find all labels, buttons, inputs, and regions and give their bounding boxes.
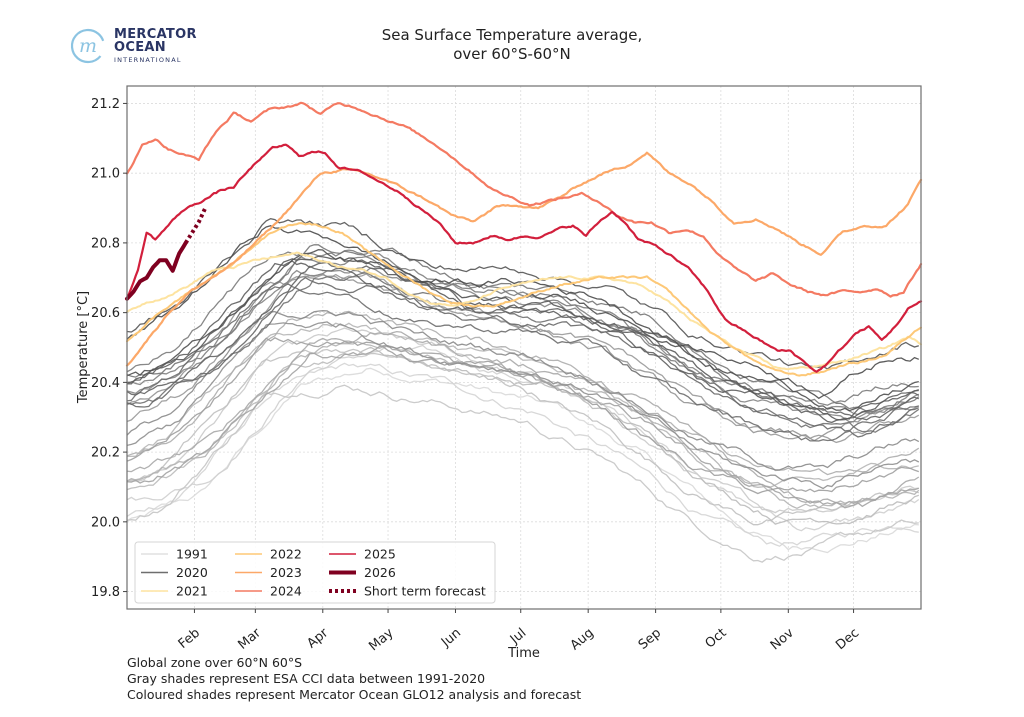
mercator-ocean-logo: m MERCATOR OCEAN INTERNATIONAL [70,26,220,68]
series-line-2025 [125,143,923,373]
legend-label: 1991 [176,547,208,562]
gray-year-line-2002 [126,345,920,509]
y-tick-label: 20.4 [91,376,120,391]
logo-brand-line3: INTERNATIONAL [114,56,182,64]
gray-year-line-2017 [126,255,919,421]
footnotes: Global zone over 60°N 60°S Gray shades r… [127,655,581,703]
gray-year-line-2012 [126,272,920,433]
gray-year-line-2010 [126,249,919,406]
legend-label: 2021 [176,584,208,599]
y-tick-label: 19.8 [91,585,120,600]
gray-year-line-2014 [126,276,920,438]
x-tick-label: Feb [176,626,203,652]
legend-label: 2025 [364,547,396,562]
footnote-zone: Global zone over 60°N 60°S [127,655,303,670]
x-tick-label: May [366,625,396,654]
chart-title-block: Sea Surface Temperature average, over 60… [0,26,1024,64]
logo-brand-line2: OCEAN [114,40,166,55]
gray-year-line-2018 [126,218,919,370]
x-tick-label: Jul [507,626,529,648]
series-line-2024 [125,101,923,298]
legend-box [134,541,496,604]
gray-year-line-2011 [126,244,920,413]
x-tick-label: Aug [568,626,597,654]
gray-year-line-1992 [126,362,919,547]
y-tick-label: 20.6 [91,306,120,321]
gray-year-line-2001 [126,330,920,506]
series-line-2022 [126,222,922,377]
x-axis-label: Time [507,646,540,661]
y-axis-label: Temperature [°C] [76,291,91,404]
x-tick-label: Apr [304,625,331,651]
y-tick-label: 20.0 [91,515,120,530]
x-tick-label: Mar [235,625,264,653]
chart-title: Sea Surface Temperature average, [381,26,643,44]
gray-year-line-2005 [126,273,920,442]
y-tick-label: 20.2 [91,446,120,461]
footnote-gray-shades: Gray shades represent ESA CCI data betwe… [127,671,486,686]
plot-frame [126,85,922,610]
mercator-logo-mark-icon: m [70,28,106,64]
forecast-line [184,207,208,244]
chart-legend: 1991 2020 2021 2022 2023 2024 2025 2026 Short te… [134,541,496,604]
legend-label: 2022 [270,547,302,562]
legend-label: 2024 [270,584,302,599]
gray-year-line-2016 [127,260,920,424]
y-tick-label: 20.8 [91,236,120,251]
y-tick-label: 21.0 [91,167,120,182]
footnote-coloured-shades: Coloured shades represent Mercator Ocean… [127,687,582,702]
gray-year-line-2000 [126,310,920,476]
gray-year-line-2013 [126,283,919,442]
legend-label: Short term forecast [364,584,486,599]
x-tick-label: Sep [636,626,664,653]
gray-year-line-1991 [126,367,919,554]
series-line-2026 [125,240,188,301]
series-line-2023 [125,151,923,367]
legend-label: 2020 [176,565,208,580]
x-tick-label: Dec [833,626,862,654]
chart-subtitle: over 60°S-60°N [453,45,571,63]
y-tick-label: 21.2 [91,97,120,112]
x-tick-label: Oct [703,626,730,652]
logo-brand-line1: MERCATOR [114,27,197,42]
x-tick-label: Nov [768,625,797,653]
x-tick-label: Jun [438,626,464,651]
legend-label: 2023 [270,565,302,580]
svg-text:m: m [79,35,97,57]
colored-year-lines [125,101,923,377]
y-axis-ticks: 19.8 20.0 20.2 20.4 20.6 20.8 21.0 21.2 [91,97,127,600]
gray-year-line-2003 [126,337,920,495]
gray-year-lines [126,218,920,563]
legend-label: 2026 [364,565,396,580]
series-line-2021 [126,251,922,371]
gray-year-line-1996 [126,348,919,526]
gray-year-line-1997 [126,346,920,525]
